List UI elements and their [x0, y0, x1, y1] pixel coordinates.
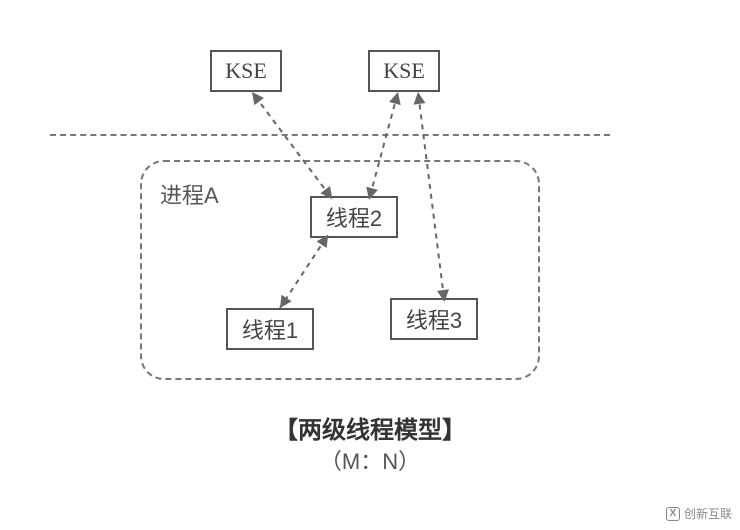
kernel-user-divider [50, 134, 610, 136]
watermark: X 创新互联 [666, 505, 732, 522]
thread-node-2: 线程2 [310, 196, 398, 238]
kse-node-2: KSE [368, 50, 440, 92]
thread-node-1: 线程1 [226, 308, 314, 350]
watermark-icon: X [666, 507, 680, 521]
thread-node-2-label: 线程2 [326, 201, 382, 233]
kse-node-2-label: KSE [383, 58, 425, 84]
diagram-subtitle: （M：N） [130, 444, 610, 476]
process-label: 进程A [160, 178, 219, 210]
watermark-text: 创新互联 [684, 505, 732, 522]
diagram-container: KSE KSE 进程A 线程2 线程1 线程3 【 [130, 30, 610, 500]
thread-node-3: 线程3 [390, 298, 478, 340]
kse-node-1: KSE [210, 50, 282, 92]
thread-node-1-label: 线程1 [242, 313, 298, 345]
kse-node-1-label: KSE [225, 58, 267, 84]
thread-node-3-label: 线程3 [406, 303, 462, 335]
diagram-title: 【两级线程模型】 [130, 410, 610, 445]
